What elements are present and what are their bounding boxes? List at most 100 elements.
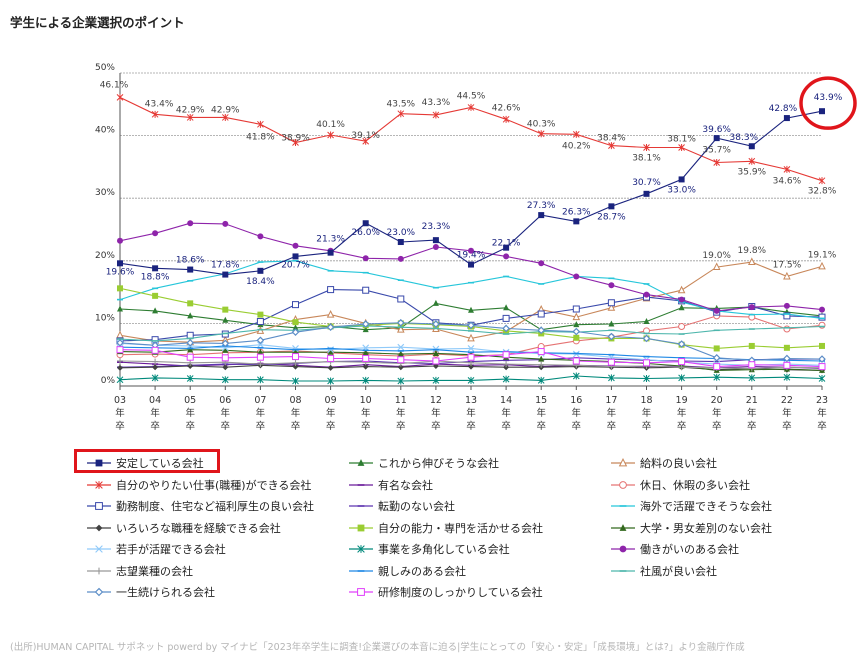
series-point: [327, 249, 334, 256]
axes: 0% 10% 20% 30% 40% 50% 03 年卒 04 年卒 05 年卒 06 年卒 07 年卒 08 年…: [95, 63, 828, 432]
legend-label: 若手が活躍できる会社: [116, 543, 226, 556]
legend-label: 働きがいのある会社: [640, 543, 739, 556]
series-point: [362, 326, 369, 333]
series-point: [468, 363, 474, 370]
legend-swatch: [87, 480, 111, 489]
series-point: [257, 233, 264, 240]
series-point: [221, 376, 229, 384]
series-point: [818, 321, 826, 329]
series-point: [607, 303, 616, 311]
series-point: [116, 338, 124, 347]
series-point: [467, 333, 475, 342]
legend-item: 一生続けられる会社: [86, 583, 215, 601]
series-point: [256, 353, 264, 361]
series-point: [116, 93, 124, 101]
line-chart: 0% 10% 20% 30% 40% 50% 03 年卒 04 年卒 05 年卒 06 年卒 07 年卒 08 年…: [95, 63, 857, 432]
legend-label: これから伸びそうな会社: [378, 457, 499, 470]
legend-swatch: [349, 483, 373, 486]
series-point: [748, 143, 755, 150]
series-point: [327, 377, 334, 385]
series-point: [818, 313, 826, 321]
series-20: [116, 346, 826, 371]
series-point: [362, 220, 369, 227]
series-point: [537, 130, 545, 138]
series-point: [187, 220, 194, 227]
data-label: 38.9%: [281, 133, 310, 143]
legend-swatch-marker: [357, 459, 365, 466]
legend-label: 有名な会社: [378, 478, 433, 492]
legend-swatch: [87, 459, 111, 467]
series-point: [362, 363, 369, 370]
series-point: [467, 321, 475, 330]
series-point: [291, 328, 300, 337]
legend-item: 海外で活躍できそうな会社: [610, 497, 772, 515]
series-point: [362, 255, 369, 262]
x-tick-label: 11 年卒: [395, 395, 407, 432]
data-label: 26.3%: [562, 207, 591, 217]
series-point: [397, 110, 405, 118]
series-point: [468, 306, 474, 313]
data-label: 40.1%: [316, 120, 345, 130]
series-point: [362, 286, 370, 294]
series-point: [643, 374, 650, 382]
legend-swatch-marker: [357, 545, 365, 553]
legend-swatch: [349, 545, 373, 553]
series-point: [643, 190, 650, 197]
series-point: [186, 353, 194, 361]
series-point: [152, 292, 159, 299]
series-point: [432, 349, 439, 356]
series-point: [222, 364, 229, 371]
series-point: [256, 336, 265, 345]
series-point: [326, 323, 335, 332]
series-point: [783, 373, 791, 381]
series-point: [748, 304, 755, 311]
series-point: [152, 358, 159, 365]
series-point: [222, 271, 229, 278]
legend-swatch-marker: [94, 587, 104, 597]
data-label: 19.4%: [457, 251, 486, 261]
legend-item: これから伸びそうな会社: [348, 454, 499, 472]
series-point: [222, 306, 229, 313]
series-point: [152, 230, 159, 237]
data-label: 33.0%: [667, 185, 696, 195]
data-label: 20.7%: [281, 260, 310, 270]
legend-label: 大学・男女差別のない会社: [640, 521, 772, 535]
series-point: [116, 330, 124, 339]
series-point: [503, 304, 510, 311]
data-label: 42.8%: [769, 104, 798, 114]
series-point: [503, 361, 510, 368]
series-point: [467, 103, 475, 111]
legend-label: 海外で活躍できそうな会社: [640, 500, 772, 513]
series-point: [643, 143, 650, 151]
series-point: [292, 138, 299, 146]
legend-item: 安定している会社: [86, 454, 204, 472]
data-label: 41.8%: [246, 132, 275, 142]
series-point: [502, 324, 510, 333]
data-label: 30.7%: [632, 178, 661, 188]
series-point: [151, 346, 159, 354]
series-point: [327, 286, 335, 294]
legend-label: 親しみのある会社: [378, 564, 466, 578]
legend-swatch: [611, 523, 635, 531]
data-label: 19.1%: [808, 250, 837, 260]
data-label: 39.6%: [702, 125, 731, 135]
series-point: [397, 350, 404, 357]
series-point: [572, 372, 580, 380]
series-point: [748, 157, 756, 165]
data-label: 43.9%: [814, 93, 843, 103]
series-point: [818, 374, 826, 382]
y-tick-label: 40%: [95, 126, 115, 136]
series-19: [116, 318, 826, 365]
series-point: [608, 203, 615, 210]
x-tick-label: 12 年卒: [430, 395, 442, 432]
series-point: [783, 271, 791, 280]
series-point: [713, 363, 721, 371]
x-tick-label: 18 年卒: [640, 395, 652, 432]
series-point: [573, 321, 580, 328]
data-label: 35.9%: [738, 167, 767, 177]
series-point: [747, 257, 756, 266]
legend-swatch: [87, 545, 111, 553]
legend-item: 勤務制度、住宅など福利厚生の良い会社: [86, 497, 314, 515]
series-point: [818, 261, 826, 270]
data-label: 19.6%: [106, 267, 135, 277]
